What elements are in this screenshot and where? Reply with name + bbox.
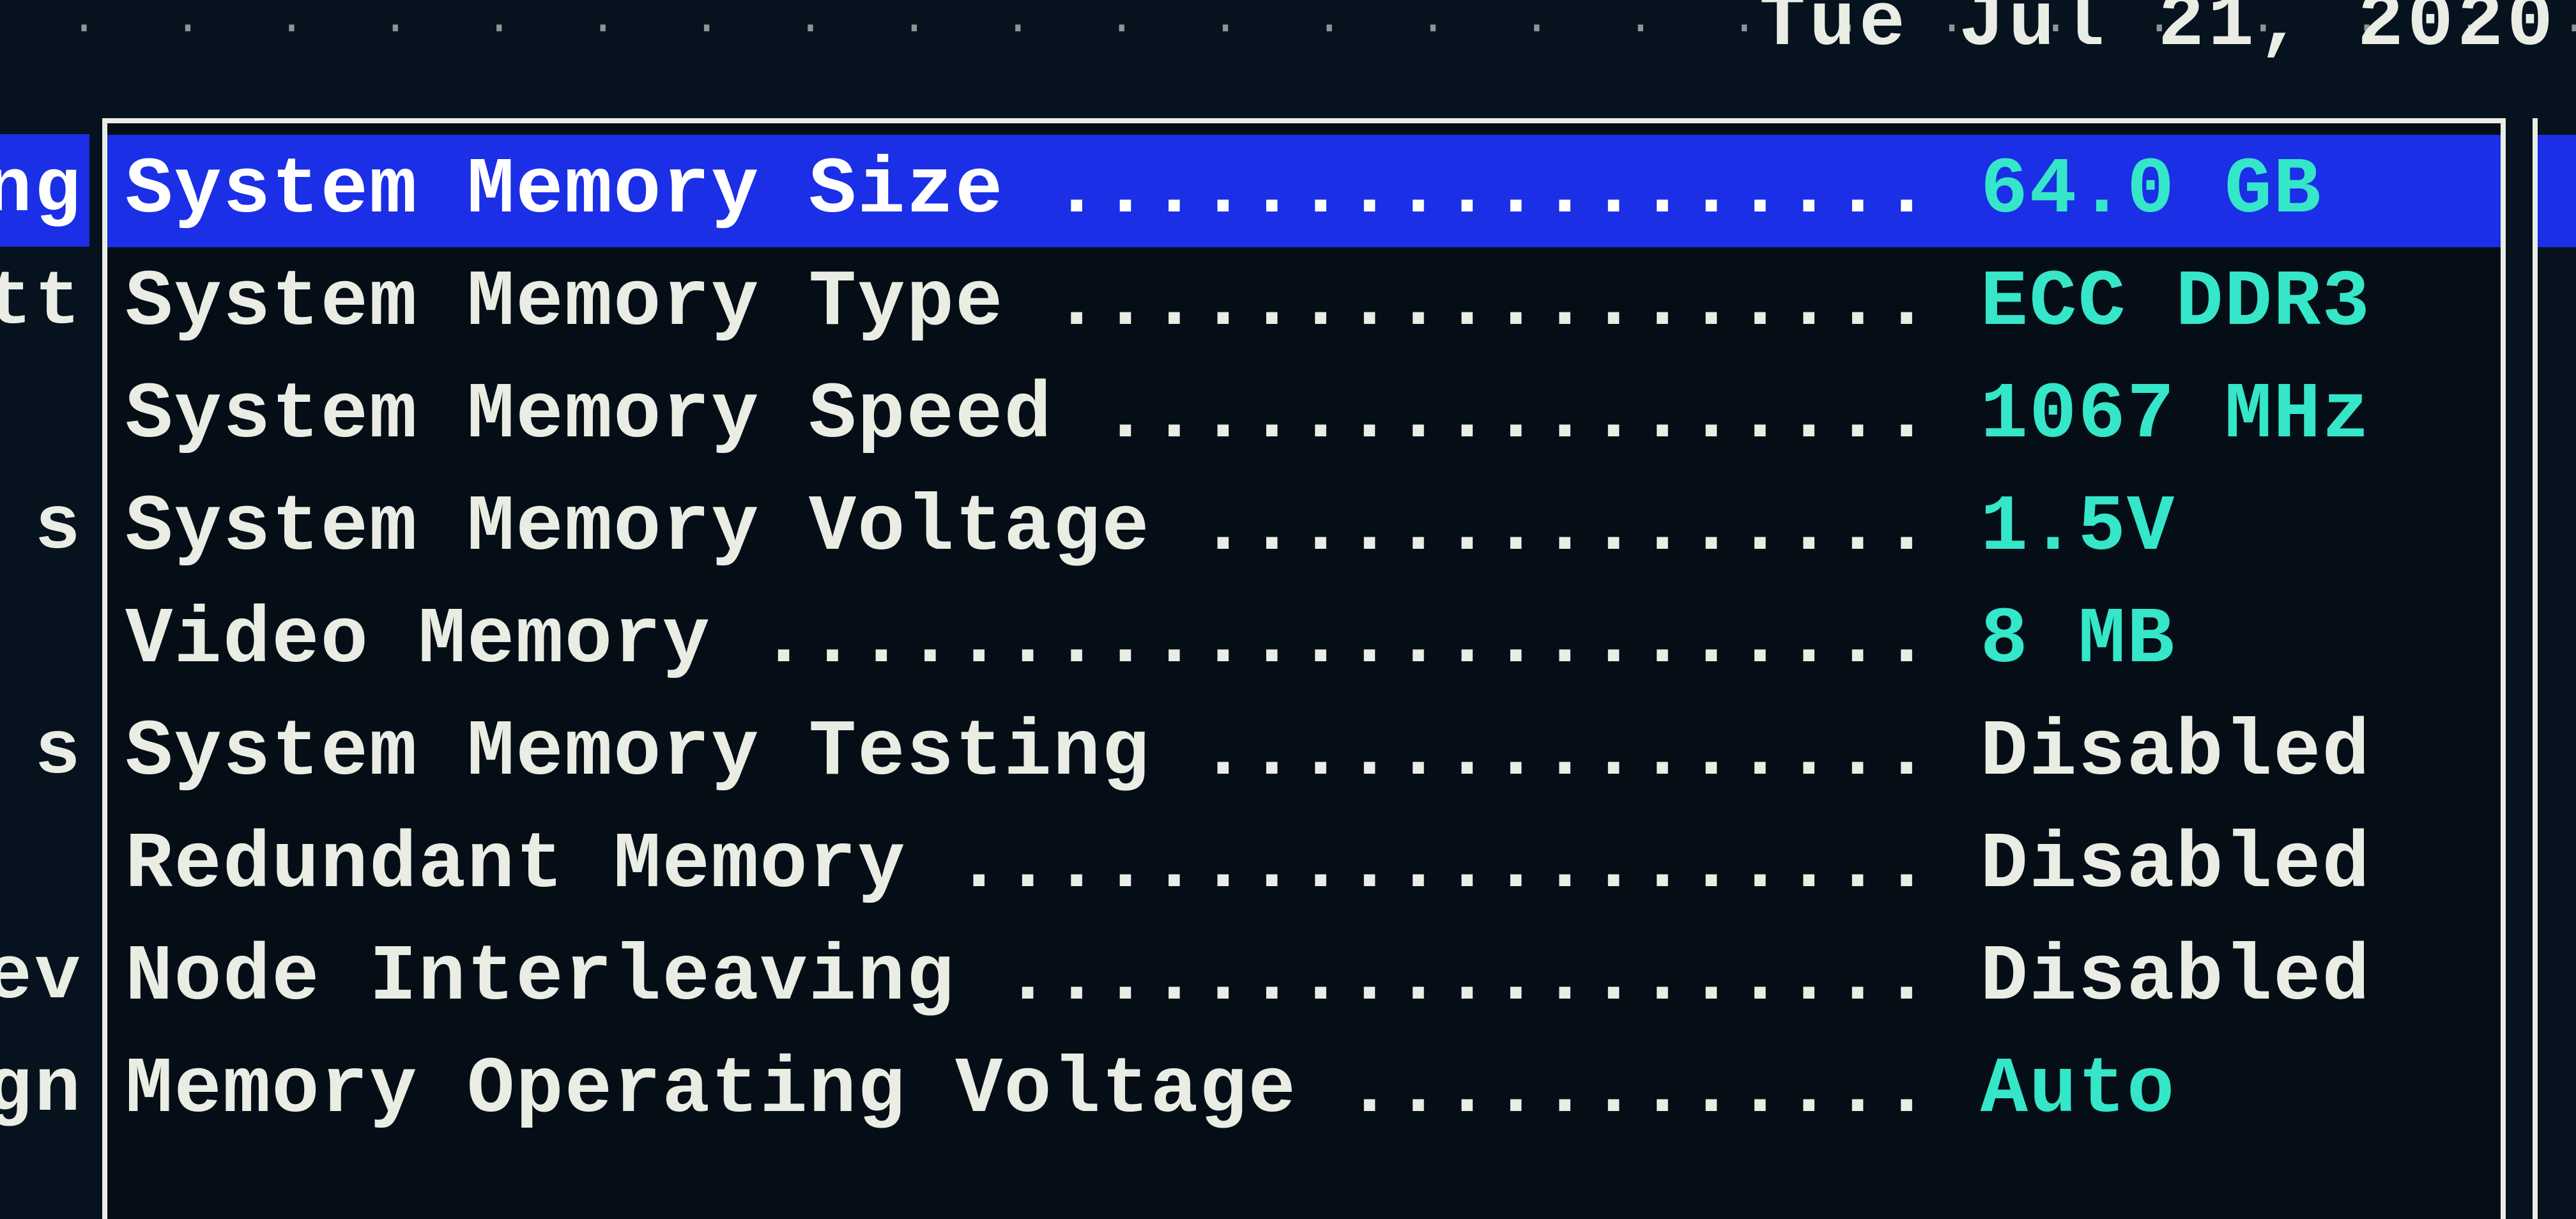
bios-screen: . . . . . . . . . . . . . . . . . . . . …: [0, 0, 2576, 1219]
setting-row-node-interleaving[interactable]: Node Interleaving ................... Di…: [107, 922, 2501, 1034]
setting-value[interactable]: Auto: [1981, 1046, 2176, 1135]
setting-label: System Memory Speed: [125, 371, 1101, 461]
dot-leader: .................: [1101, 371, 1980, 461]
setting-label: System Memory Voltage: [125, 484, 1199, 573]
dot-leader: ...................: [1004, 933, 1980, 1023]
setting-label: Memory Operating Voltage: [125, 1046, 1346, 1135]
setting-label: Redundant Memory: [125, 821, 955, 910]
left-menu-fragment-line: [0, 809, 89, 921]
left-menu-fragment-line: s: [0, 696, 89, 809]
left-menu-fragment-line: tt: [0, 247, 89, 359]
dot-leader: ...............: [1199, 484, 1981, 573]
setting-label: System Memory Testing: [125, 709, 1199, 798]
dot-leader: ..................: [1053, 146, 1981, 236]
memory-settings-panel: System Memory Size .................. 64…: [102, 118, 2506, 1219]
bios-date: Tue Jul 21, 2020: [1759, 0, 2557, 68]
left-menu-fragment-line: ev: [0, 921, 89, 1034]
left-menu-fragment: ngtt ss evgn: [0, 134, 89, 1146]
setting-row-system-memory-testing[interactable]: System Memory Testing ............... Di…: [107, 697, 2501, 809]
setting-label: System Memory Size: [125, 146, 1053, 236]
setting-row-video-memory: Video Memory ........................ 8 …: [107, 585, 2501, 697]
setting-value: 64.0 GB: [1981, 146, 2322, 236]
setting-value: 1067 MHz: [1981, 371, 2371, 461]
dot-leader: ............: [1346, 1046, 1980, 1135]
dot-leader: ...............: [1199, 709, 1981, 798]
dot-leader: ..................: [1053, 259, 1981, 348]
setting-row-system-memory-size: System Memory Size .................. 64…: [107, 135, 2501, 247]
left-menu-fragment-line: [0, 584, 89, 696]
right-pane-fragment: [2533, 118, 2576, 1219]
setting-row-memory-operating-voltage[interactable]: Memory Operating Voltage ............ Au…: [107, 1034, 2501, 1147]
setting-value[interactable]: Disabled: [1981, 933, 2371, 1023]
setting-value[interactable]: Disabled: [1981, 821, 2371, 910]
dot-leader: ....................: [955, 821, 1981, 910]
dot-leader: ........................: [760, 596, 1980, 686]
setting-value: 1.5V: [1981, 484, 2176, 573]
left-menu-fragment-line: gn: [0, 1034, 89, 1146]
setting-row-system-memory-type: System Memory Type .................. EC…: [107, 247, 2501, 360]
setting-row-system-memory-speed: System Memory Speed ................. 10…: [107, 360, 2501, 472]
left-menu-fragment-line: [0, 359, 89, 471]
setting-value: 8 MB: [1981, 596, 2176, 686]
memory-settings-list[interactable]: System Memory Size .................. 64…: [107, 135, 2501, 1147]
setting-row-redundant-memory[interactable]: Redundant Memory .................... Di…: [107, 809, 2501, 922]
setting-label: System Memory Type: [125, 259, 1053, 348]
left-menu-fragment-line: ng: [0, 134, 89, 247]
setting-label: Node Interleaving: [125, 933, 1004, 1023]
setting-label: Video Memory: [125, 596, 760, 686]
setting-value: ECC DDR3: [1981, 259, 2371, 348]
right-pane-highlight: [2538, 135, 2576, 247]
setting-value[interactable]: Disabled: [1981, 709, 2371, 798]
setting-row-system-memory-voltage: System Memory Voltage ............... 1.…: [107, 472, 2501, 585]
left-menu-fragment-line: s: [0, 471, 89, 584]
